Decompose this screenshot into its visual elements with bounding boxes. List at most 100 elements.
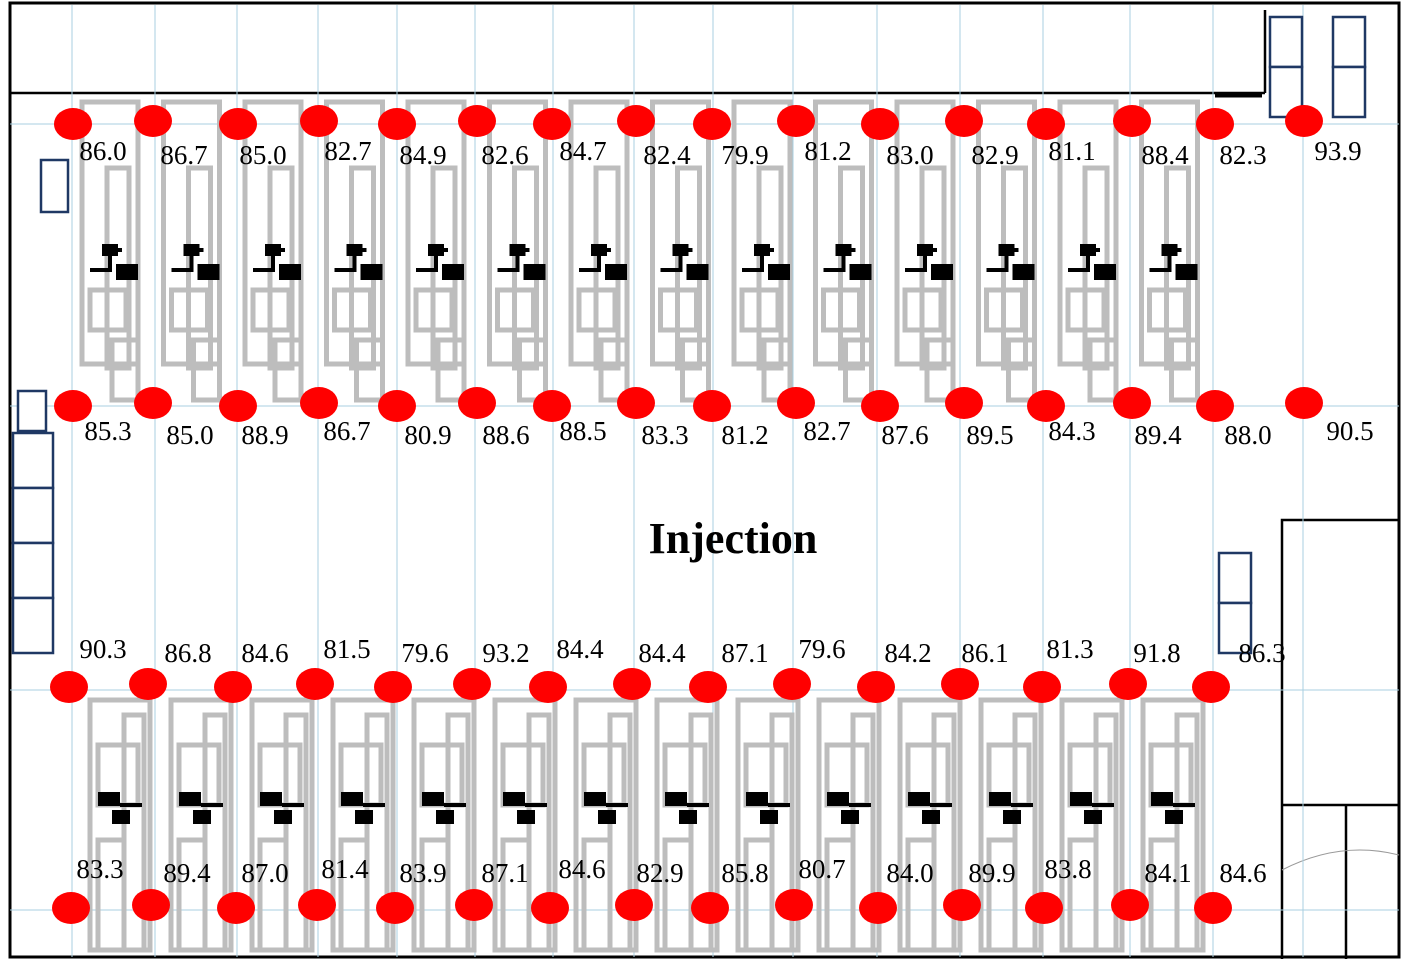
measurement-point	[857, 671, 895, 703]
machine-control	[1080, 244, 1096, 256]
machine-control	[265, 244, 281, 256]
reading: 85.0	[166, 420, 213, 450]
measurement-point	[300, 387, 338, 419]
reading: 81.2	[804, 136, 851, 166]
machine-control	[510, 244, 526, 256]
reading: 82.7	[324, 136, 371, 166]
machine-control	[1070, 792, 1092, 806]
reading: 84.9	[399, 140, 446, 170]
measurement-point	[455, 889, 493, 921]
machine-control	[1165, 810, 1183, 824]
machine-control	[98, 792, 120, 806]
machine-control	[754, 244, 770, 256]
reading: 86.3	[1238, 638, 1285, 668]
measurement-point	[693, 390, 731, 422]
machine-control	[517, 810, 535, 824]
reading: 87.1	[481, 858, 528, 888]
desk	[41, 160, 68, 212]
reading: 82.6	[481, 140, 528, 170]
area-title: Injection	[649, 514, 818, 563]
reading: 84.4	[638, 638, 686, 668]
measurement-point	[777, 387, 815, 419]
reading: 80.7	[798, 854, 845, 884]
machine-control	[827, 792, 849, 806]
desk	[13, 598, 53, 653]
measurement-point	[617, 387, 655, 419]
measurement-point	[134, 387, 172, 419]
machine-control	[1003, 810, 1021, 824]
reading: 86.7	[160, 140, 207, 170]
measurement-point	[941, 668, 979, 700]
reading: 82.9	[971, 140, 1018, 170]
measurement-point	[300, 105, 338, 137]
reading: 79.6	[798, 634, 845, 664]
machine-control	[193, 810, 211, 824]
reading: 86.7	[323, 416, 370, 446]
reading: 85.0	[239, 140, 286, 170]
machine-control	[503, 792, 525, 806]
machine-control	[999, 244, 1015, 256]
measurement-point	[1025, 892, 1063, 924]
reading: 81.5	[323, 634, 370, 664]
reading: 84.6	[241, 638, 288, 668]
reading: 88.4	[1141, 140, 1189, 170]
reading: 85.8	[721, 858, 768, 888]
measurement-point	[943, 889, 981, 921]
reading: 91.8	[1133, 638, 1180, 668]
machine-control	[1084, 810, 1102, 824]
measurement-point	[945, 105, 983, 137]
measurement-point	[219, 390, 257, 422]
reading: 82.7	[803, 416, 850, 446]
measurement-point	[861, 108, 899, 140]
machine-control	[605, 264, 627, 280]
measurement-point	[129, 668, 167, 700]
machine-control	[422, 792, 444, 806]
desk	[1270, 17, 1302, 67]
reading: 89.9	[968, 858, 1015, 888]
machine-control	[428, 244, 444, 256]
machine-control	[279, 264, 301, 280]
measurement-point	[374, 671, 412, 703]
machine-control	[850, 264, 872, 280]
measurement-point	[132, 889, 170, 921]
machine-control	[274, 810, 292, 824]
measurement-point	[1113, 387, 1151, 419]
machine-control	[989, 792, 1011, 806]
reading: 84.4	[556, 634, 604, 664]
reading: 93.2	[482, 638, 529, 668]
floor-plan: Injection 86.086.785.082.784.982.684.782…	[0, 0, 1402, 959]
machine-control	[673, 244, 689, 256]
measurement-point	[378, 390, 416, 422]
machine-control	[1094, 264, 1116, 280]
reading: 88.0	[1224, 420, 1271, 450]
measurement-point	[1196, 108, 1234, 140]
reading: 87.6	[881, 420, 928, 450]
measurement-point	[615, 889, 653, 921]
reading: 88.5	[559, 416, 606, 446]
machine-control	[436, 810, 454, 824]
reading: 89.4	[1134, 420, 1182, 450]
reading: 84.6	[558, 854, 605, 884]
machine-control	[584, 792, 606, 806]
machine-control	[1151, 792, 1173, 806]
reading: 79.6	[401, 638, 448, 668]
reading: 84.0	[886, 858, 933, 888]
reading: 83.3	[641, 420, 688, 450]
measurement-point	[219, 108, 257, 140]
machine-control	[665, 792, 687, 806]
measurement-point	[50, 671, 88, 703]
machine-control	[908, 792, 930, 806]
reading: 90.3	[79, 634, 126, 664]
reading: 89.5	[966, 420, 1013, 450]
measurement-point	[777, 105, 815, 137]
machine-control	[1162, 244, 1178, 256]
desk	[13, 543, 53, 598]
measurement-point	[1196, 390, 1234, 422]
measurement-point	[775, 889, 813, 921]
measurement-point	[617, 105, 655, 137]
machine-control	[198, 264, 220, 280]
machine-control	[760, 810, 778, 824]
reading: 79.9	[721, 140, 768, 170]
desk	[13, 488, 53, 543]
measurement-point	[378, 108, 416, 140]
